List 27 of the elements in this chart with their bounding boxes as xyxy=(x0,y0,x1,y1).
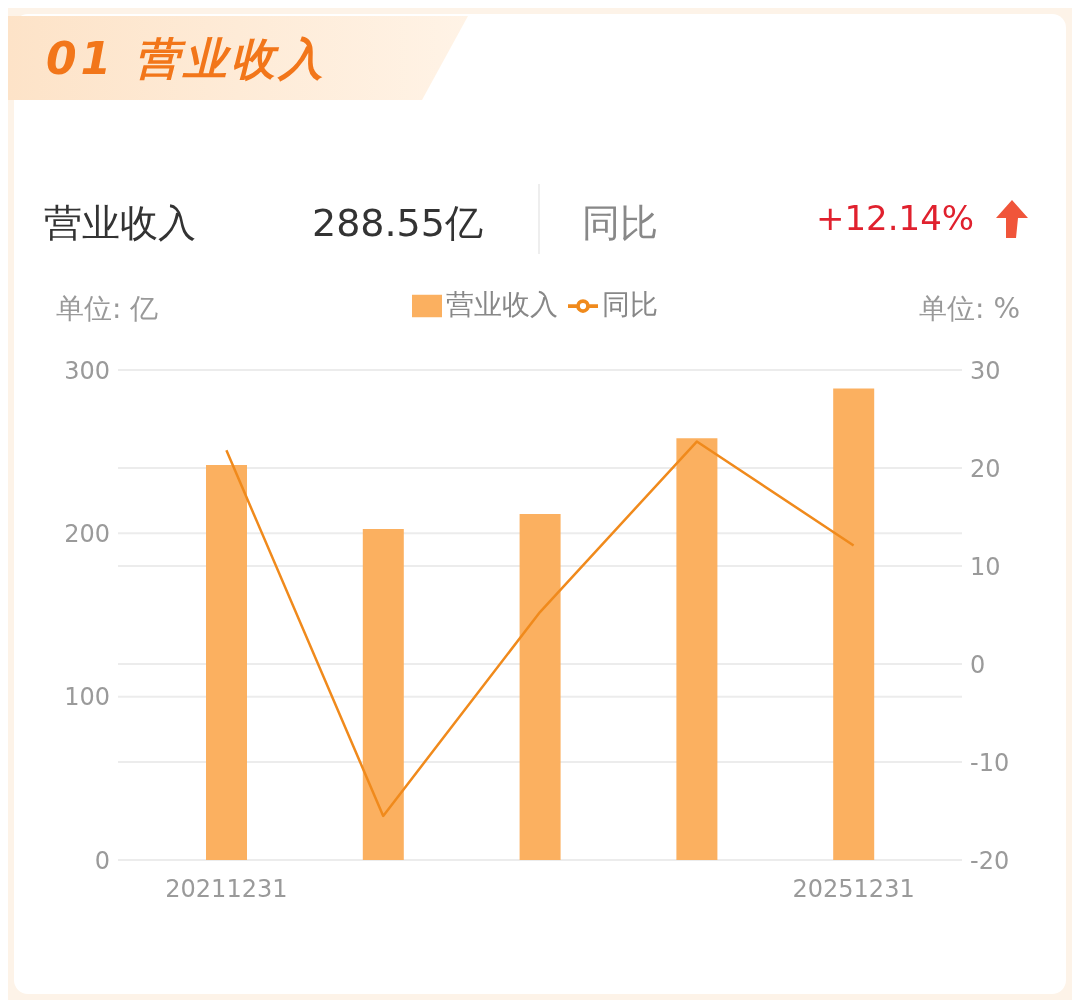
y-tick-label: 300 xyxy=(64,356,110,385)
line-series xyxy=(225,440,855,818)
y2-axis-title: 单位: % xyxy=(919,291,1020,327)
text: +12.14% xyxy=(816,198,975,238)
y2-tick-label: 20 xyxy=(970,454,1001,483)
bar xyxy=(519,513,561,860)
y-tick-label: 100 xyxy=(64,683,110,712)
x-tick-label: 20211231 xyxy=(165,875,288,904)
bar xyxy=(206,464,247,860)
legend-label: 同比 xyxy=(602,288,658,321)
bar xyxy=(362,529,404,860)
text: 营业收入 xyxy=(44,200,196,247)
y2-tick-label: -10 xyxy=(970,748,1010,777)
bar xyxy=(676,438,718,860)
y2-tick-label: 0 xyxy=(970,650,986,679)
chart-title: 01 营业收入 xyxy=(46,32,327,86)
y-tick-label: 0 xyxy=(94,846,110,875)
y-tick-label: 200 xyxy=(64,519,110,548)
text: 同比 xyxy=(582,200,658,247)
x-tick-label: 20251231 xyxy=(792,875,915,904)
bar xyxy=(833,388,875,860)
text: 288.55亿 xyxy=(312,200,483,247)
y2-tick-label: -20 xyxy=(970,846,1010,875)
legend-label: 营业收入 xyxy=(446,288,558,321)
y2-tick-label: 10 xyxy=(970,552,1001,581)
y-axis-title: 单位: 亿 xyxy=(56,291,159,327)
y2-tick-label: 30 xyxy=(970,356,1001,385)
